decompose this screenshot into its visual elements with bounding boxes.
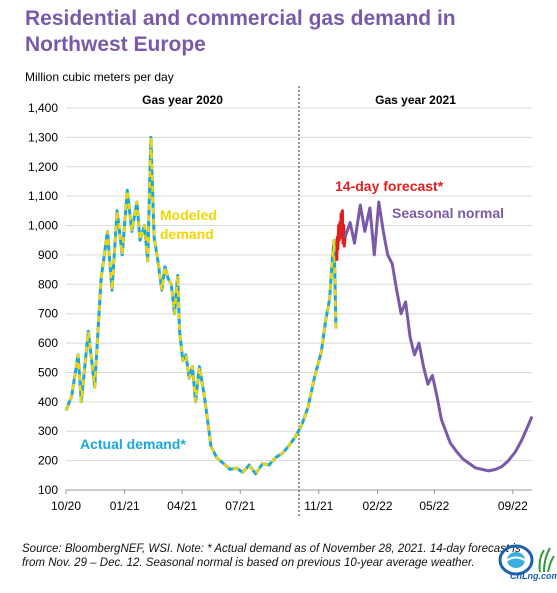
x-tick-label: 01/21: [110, 499, 140, 513]
y-tick-label: 800: [38, 277, 58, 291]
x-tick-label: 10/20: [51, 499, 81, 513]
x-tick-label: 11/21: [304, 499, 333, 513]
series-line-14-day-forecast: [335, 209, 347, 261]
annotation-modeled-demand-line-1: Modeled: [160, 207, 217, 223]
period-label-gas-year-2021: Gas year 2021: [375, 93, 456, 107]
y-tick-label: 600: [38, 336, 58, 350]
series-line-actual-demand: [64, 135, 338, 476]
x-tick-label: 05/22: [419, 499, 449, 513]
x-tick-label: 07/21: [225, 499, 255, 513]
y-tick-label: 1,400: [28, 101, 58, 115]
y-tick-label: 900: [38, 248, 58, 262]
gas-demand-chart: 100 200 300 400 500 600 700 800 900 1,000 1,100 1,2…: [28, 86, 534, 516]
annotation-modeled-demand-line-2: demand: [160, 226, 214, 242]
y-tick-label: 1,300: [28, 130, 58, 144]
period-label-gas-year-2020: Gas year 2020: [142, 93, 223, 107]
y-tick-label: 1,200: [28, 160, 58, 174]
y-tick-label: 300: [38, 424, 58, 438]
y-tick-label: 500: [38, 365, 58, 379]
cnlng-logo: CnLng.com: [484, 532, 557, 588]
x-tick-label: 09/22: [498, 499, 528, 513]
annotation-14-day-forecast: 14-day forecast*: [335, 178, 444, 194]
series-line-modeled-demand: [64, 136, 338, 476]
source-note: Source: BloombergNEF, WSI. Note: * Actua…: [22, 543, 521, 569]
y-tick-label: 1,100: [28, 189, 58, 203]
x-tick-label: 02/22: [363, 499, 393, 513]
annotation-actual-demand: Actual demand*: [80, 436, 186, 452]
logo-text: CnLng.com: [510, 571, 557, 581]
y-tick-label: 1,000: [28, 219, 58, 233]
cnlng-logo-icon: [498, 544, 555, 576]
y-tick-label: 400: [38, 395, 58, 409]
y-axis-unit-label: Million cubic meters per day: [25, 70, 174, 84]
y-tick-label: 200: [38, 454, 58, 468]
y-tick-label: 100: [38, 483, 58, 497]
series-line-seasonal-normal: [343, 200, 534, 473]
y-tick-label: 700: [38, 307, 58, 321]
annotation-seasonal-normal: Seasonal normal: [392, 205, 504, 221]
chart-title: Residential and commercial gas demand in…: [25, 7, 456, 56]
x-tick-label: 04/21: [167, 499, 197, 513]
